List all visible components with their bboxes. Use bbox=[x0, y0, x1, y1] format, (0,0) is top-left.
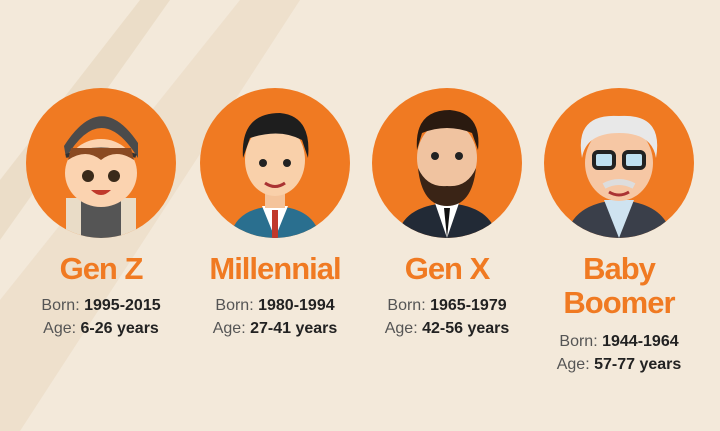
old-man-glasses-avatar bbox=[544, 88, 694, 238]
generation-info: Born: 1995-2015 Age: 6-26 years bbox=[41, 297, 161, 337]
generation-title: Gen X bbox=[404, 251, 491, 286]
generation-info: Born: 1944-1964 Age: 57-77 years bbox=[556, 333, 682, 373]
generation-title: Baby Boomer bbox=[563, 251, 675, 320]
generation-info: Born: 1980-1994 Age: 27-41 years bbox=[212, 297, 338, 337]
generation-info: Born: 1965-1979 Age: 42-56 years bbox=[384, 297, 510, 337]
young-man-avatar bbox=[200, 88, 350, 238]
generation-title: Millennial bbox=[209, 251, 341, 286]
bearded-man-avatar bbox=[372, 88, 522, 238]
generation-title: Gen Z bbox=[59, 251, 144, 286]
boy-with-cap-avatar bbox=[26, 88, 176, 238]
